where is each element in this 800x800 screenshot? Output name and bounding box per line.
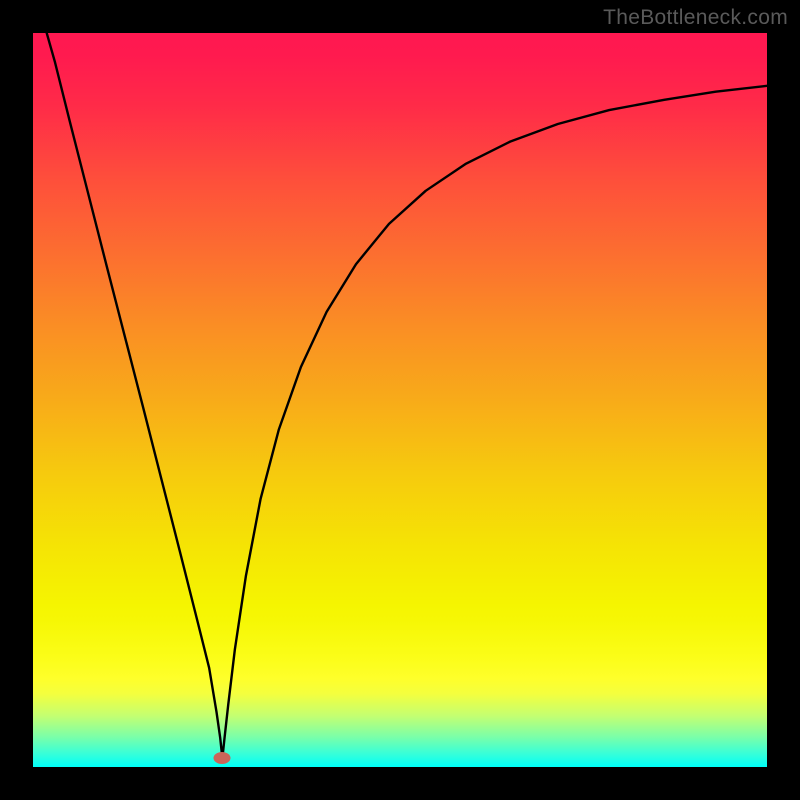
watermark: TheBottleneck.com: [603, 6, 788, 30]
bottleneck-marker: [214, 752, 231, 764]
bottleneck-curve: [33, 33, 767, 767]
bottleneck-chart: [33, 33, 767, 767]
